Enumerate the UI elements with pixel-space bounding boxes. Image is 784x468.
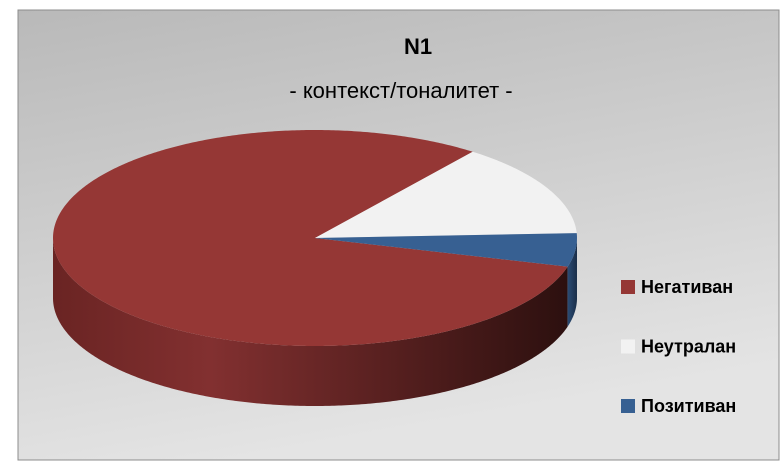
chart-subtitle: - контекст/тоналитет - [289,78,512,103]
pie-side [53,238,568,406]
legend-swatch [621,339,635,354]
legend-label: Негативан [641,277,733,297]
legend-swatch [621,280,635,294]
pie-slice [315,233,577,267]
chart-title: N1 [404,34,432,59]
legend-swatch [621,399,635,413]
legend-label: Неутралан [641,336,736,356]
pie-side [567,238,577,327]
legend-label: Позитиван [641,396,736,416]
pie-slice [53,130,568,346]
pie-slice [315,151,577,238]
